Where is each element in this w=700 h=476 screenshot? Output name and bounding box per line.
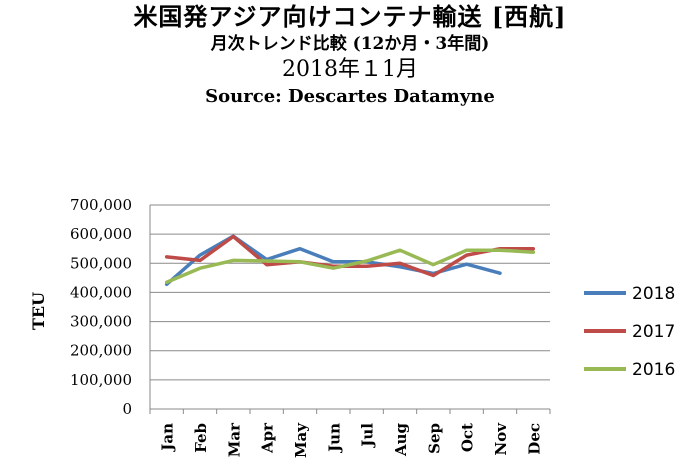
series-lines [164, 234, 536, 287]
chart-source: Source: Descartes Datamyne [205, 86, 495, 107]
x-tick-label: Jun [325, 423, 343, 454]
y-axis-ticks: 0 100,000 200,000 300,000 400,000 500,000 600,… [70, 196, 132, 418]
y-tick-label: 500,000 [70, 254, 132, 272]
y-tick-label: 600,000 [70, 225, 132, 243]
x-tick-label: Aug [392, 423, 410, 458]
series-line-2018 [164, 234, 502, 287]
legend-label-2018: 2018 [632, 284, 675, 304]
y-tick-label: 200,000 [70, 342, 132, 360]
x-axis-ticks: Jan Feb Mar Apr May Jun Jul Aug Sep Oct Nov Dec [159, 422, 544, 458]
y-tick-label: 400,000 [70, 283, 132, 301]
axes [149, 205, 551, 414]
x-tick-label: Sep [425, 423, 443, 454]
x-tick-label: Mar [225, 422, 243, 457]
x-tick-label: Nov [492, 422, 510, 456]
chart-titles: 米国発アジア向けコンテナ輸送 [西航] 月次トレンド比較 (12か月・3年間) … [0, 2, 700, 110]
chart-title: 米国発アジア向けコンテナ輸送 [西航] [133, 2, 567, 31]
legend-label-2017: 2017 [632, 322, 675, 342]
x-tick-label: Oct [459, 423, 477, 452]
series-line-2016 [164, 248, 536, 284]
x-tick-label: Jul [359, 423, 377, 449]
y-tick-label: 700,000 [70, 196, 132, 214]
chart-date: 2018年１1月 [282, 57, 418, 82]
y-tick-label: 0 [122, 400, 132, 418]
x-tick-label: Jan [159, 423, 177, 453]
y-tick-label: 300,000 [70, 313, 132, 331]
y-axis-label: TEU [29, 292, 48, 330]
x-tick-label: May [292, 422, 310, 458]
y-tick-label: 100,000 [70, 371, 132, 389]
x-tick-label: Feb [192, 423, 210, 453]
chart-subtitle: 月次トレンド比較 (12か月・3年間) [210, 34, 490, 54]
x-tick-label: Apr [259, 422, 277, 454]
gridlines [150, 204, 550, 381]
legend-label-2016: 2016 [632, 360, 675, 380]
legend: 2018 2017 2016 [584, 284, 675, 380]
x-tick-label: Dec [525, 423, 543, 455]
